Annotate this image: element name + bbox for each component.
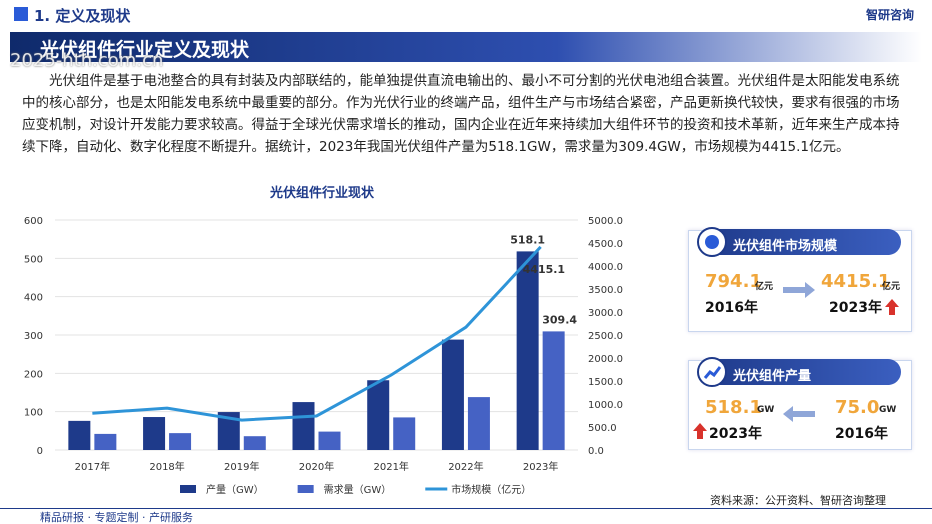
bar <box>292 402 315 450</box>
section-title: 1. 定义及现状 <box>34 7 131 25</box>
up-arrow <box>693 423 707 439</box>
arrow <box>783 282 815 298</box>
bar <box>94 433 117 450</box>
card-unit: 亿元 <box>882 282 901 292</box>
footer: 精品研报 · 专题定制 · 产研服务 <box>40 511 193 524</box>
card-unit: GW <box>879 405 897 415</box>
card: 光伏组件产量 518.1 GW 2023年 75.0 GW 2016年 <box>688 357 912 450</box>
bar <box>542 331 565 450</box>
x-tick-label: 2021年 <box>373 460 408 473</box>
bar <box>516 251 539 450</box>
y2-tick-label: 3500.0 <box>588 285 623 296</box>
card-header <box>701 359 901 385</box>
bar <box>367 380 390 450</box>
bar <box>318 431 341 450</box>
banner <box>10 32 922 62</box>
y-tick-label: 300 <box>24 331 43 342</box>
y2-tick-label: 4000.0 <box>588 262 623 273</box>
card-title: 光伏组件市场规模 <box>733 239 838 254</box>
y2-tick-label: 0.0 <box>588 446 604 457</box>
footer-line <box>0 508 932 509</box>
card-unit: 亿元 <box>755 282 774 292</box>
legend-label: 需求量（GW） <box>324 484 392 496</box>
y2-tick-label: 2500.0 <box>588 331 623 342</box>
watermark: 2025-hth.com.cn <box>10 50 164 71</box>
y-tick-label: 400 <box>24 293 43 304</box>
x-tick-label: 2020年 <box>299 460 334 473</box>
card-value: 4415.1 <box>821 271 891 292</box>
chart: 光伏组件行业现状 0 100 200 300 400 500 600 0.0 500.0 1000… <box>24 185 623 496</box>
legend-label: 产量（GW） <box>206 483 264 496</box>
section-icon <box>14 7 28 21</box>
card-title: 光伏组件产量 <box>733 369 812 384</box>
bar <box>393 417 416 450</box>
x-tick-label: 2019年 <box>224 460 259 473</box>
banner-title: 光伏组件行业定义及现状 <box>40 39 250 61</box>
y2-tick-label: 1500.0 <box>588 377 623 388</box>
up-arrow <box>885 299 899 315</box>
card-value: 75.0 <box>835 397 880 418</box>
data-label: 518.1 <box>510 233 545 246</box>
card-icon <box>697 357 727 387</box>
data-label: 4415.1 <box>523 263 565 276</box>
x-tick-label: 2022年 <box>448 460 483 473</box>
card-unit: GW <box>757 405 775 415</box>
x-tick-label: 2023年 <box>523 460 558 473</box>
line <box>92 245 542 422</box>
bar <box>68 420 91 450</box>
legend-swatch <box>297 485 314 493</box>
y-tick-label: 100 <box>24 408 43 419</box>
y2-tick-label: 4500.0 <box>588 239 623 250</box>
y-tick-label: 600 <box>24 216 43 227</box>
source: 资料来源：公开资料、智研咨询整理 <box>710 494 886 507</box>
legend-label: 市场规模（亿元） <box>451 483 531 496</box>
card-year: 2023年 <box>709 426 762 442</box>
card-header <box>701 229 901 255</box>
bar <box>143 417 166 450</box>
card-year: 2016年 <box>835 426 888 442</box>
y-tick-label: 200 <box>24 369 43 380</box>
y2-tick-label: 1000.0 <box>588 400 623 411</box>
data-label: 309.4 <box>542 313 577 326</box>
chart-title: 光伏组件行业现状 <box>269 185 375 201</box>
bar <box>169 433 192 450</box>
card-year: 2016年 <box>705 300 758 316</box>
card: 光伏组件市场规模 794.1 亿元 2016年 4415.1 亿元 2023年 <box>688 227 912 332</box>
y-tick-label: 0 <box>37 446 43 457</box>
arrow <box>783 406 815 422</box>
y2-tick-label: 2000.0 <box>588 354 623 365</box>
y2-tick-label: 3000.0 <box>588 308 623 319</box>
x-tick-label: 2018年 <box>149 460 184 473</box>
card-icon <box>697 227 727 257</box>
logo: 智研咨询 <box>865 8 914 22</box>
legend-swatch <box>180 485 196 493</box>
bar <box>467 397 490 450</box>
y-tick-label: 500 <box>24 254 43 265</box>
card-value: 518.1 <box>705 397 762 418</box>
bar <box>243 436 266 450</box>
paragraph: 光伏组件是基于电池整合的具有封装及内部联结的，能单独提供直流电输出的、最小不可分… <box>22 73 900 155</box>
bar <box>217 412 240 450</box>
card-year: 2023年 <box>829 300 882 316</box>
x-tick-label: 2017年 <box>75 460 110 473</box>
y2-tick-label: 5000.0 <box>588 216 623 227</box>
card-value: 794.1 <box>705 271 762 292</box>
y2-tick-label: 500.0 <box>588 423 617 434</box>
bar <box>441 339 464 450</box>
